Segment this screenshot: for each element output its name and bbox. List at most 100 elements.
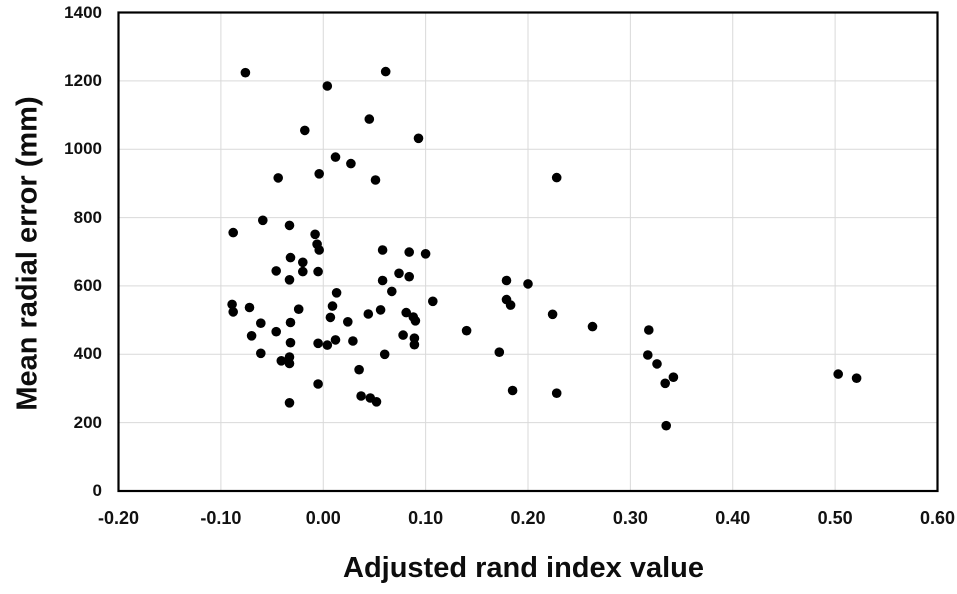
data-point: [273, 173, 284, 183]
data-point: [375, 305, 386, 315]
data-point: [380, 66, 391, 77]
data-point: [507, 385, 518, 396]
data-point: [244, 302, 255, 313]
x-tick-label: -0.10: [200, 508, 242, 528]
data-point: [356, 391, 366, 401]
data-point: [523, 279, 533, 289]
data-point: [413, 133, 424, 144]
y-tick-label: 1400: [64, 2, 102, 22]
data-point: [401, 307, 412, 318]
data-point: [346, 158, 356, 169]
data-point: [313, 338, 323, 349]
data-point: [404, 271, 415, 282]
y-tick-label: 1200: [64, 70, 102, 90]
data-point: [505, 300, 516, 310]
data-point: [285, 252, 296, 263]
data-point: [644, 325, 654, 335]
data-point: [298, 257, 308, 268]
data-point: [330, 152, 341, 162]
data-point: [284, 220, 295, 231]
data-point: [271, 266, 282, 276]
data-point: [327, 301, 338, 311]
data-point: [314, 169, 325, 179]
data-point: [298, 266, 308, 277]
data-point: [461, 325, 472, 336]
data-point: [377, 275, 388, 286]
data-point: [668, 372, 679, 383]
data-point: [371, 397, 382, 407]
data-point: [652, 359, 662, 369]
data-point: [348, 336, 358, 346]
data-point: [851, 373, 862, 384]
x-tick-label: 0.60: [919, 508, 956, 528]
data-point: [313, 379, 323, 389]
data-point: [643, 350, 653, 360]
data-point: [228, 307, 238, 317]
data-point: [494, 347, 505, 358]
data-point: [364, 114, 375, 124]
data-point: [404, 247, 415, 257]
data-point: [551, 388, 562, 399]
x-tick-label: 0.20: [510, 508, 546, 528]
data-point: [293, 304, 304, 315]
x-axis-title: Adjusted rand index value: [343, 552, 704, 584]
y-tick-label: 800: [73, 207, 102, 227]
data-point: [409, 339, 420, 350]
y-tick-label: 400: [73, 344, 102, 364]
data-point: [377, 245, 388, 255]
data-point: [255, 348, 266, 359]
y-tick-label: 200: [73, 412, 102, 432]
data-point: [300, 125, 310, 136]
data-point: [551, 172, 562, 183]
data-point: [398, 330, 408, 340]
data-point: [276, 356, 287, 366]
x-tick-label: 0.40: [715, 508, 751, 528]
data-point: [410, 316, 421, 326]
data-point: [246, 331, 257, 341]
data-point: [284, 275, 295, 285]
data-point: [547, 309, 558, 320]
gridlines: [118, 12, 938, 491]
y-axis-title: Mean radial error (mm): [11, 96, 44, 411]
data-point: [587, 321, 598, 332]
data-point: [331, 288, 342, 298]
data-point: [343, 317, 353, 327]
data-point: [428, 296, 438, 307]
data-point: [314, 245, 325, 255]
data-point: [284, 398, 295, 408]
data-point: [660, 378, 670, 389]
plot-border: [117, 11, 939, 493]
data-point: [285, 317, 296, 328]
data-point: [354, 364, 364, 375]
x-tick-label: -0.20: [97, 508, 140, 528]
x-tick-label: 0.50: [817, 508, 853, 528]
x-tick-label: 0.30: [612, 508, 648, 528]
y-tick-label: 600: [73, 275, 102, 295]
data-point: [661, 420, 671, 431]
x-tick-label: 0.00: [305, 508, 341, 528]
data-point: [271, 326, 282, 337]
data-point: [387, 286, 397, 297]
data-point: [255, 318, 266, 329]
data-point: [284, 358, 295, 369]
data-point: [394, 268, 404, 279]
data-point: [330, 335, 341, 345]
data-point: [285, 337, 296, 348]
data-point: [313, 266, 323, 277]
data-points: [227, 66, 862, 431]
data-point: [258, 215, 268, 226]
data-point: [322, 81, 333, 91]
data-point: [228, 227, 238, 238]
data-point: [240, 67, 251, 78]
y-tick-label: 0: [92, 481, 102, 500]
data-point: [370, 175, 381, 185]
data-point: [227, 299, 237, 310]
data-point: [310, 229, 320, 240]
y-tick-label: 1000: [64, 139, 102, 159]
data-point: [501, 275, 512, 286]
data-point: [833, 369, 843, 379]
data-point: [325, 312, 336, 323]
x-tick-label: 0.10: [408, 508, 444, 528]
